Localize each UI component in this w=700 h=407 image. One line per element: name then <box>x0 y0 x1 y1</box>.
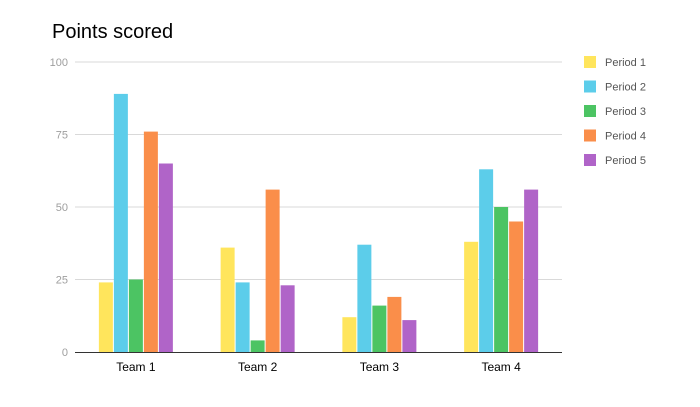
x-tick-label: Team 4 <box>481 360 521 374</box>
legend-label: Period 3 <box>605 106 646 118</box>
x-tick-label: Team 2 <box>238 360 278 374</box>
bar <box>98 282 113 352</box>
bar <box>402 320 417 352</box>
x-tick-label: Team 3 <box>360 360 400 374</box>
legend-swatch <box>584 56 596 68</box>
bar <box>387 296 402 352</box>
legend-label: Period 2 <box>605 82 646 94</box>
bar <box>265 189 280 352</box>
bar <box>494 207 509 352</box>
bar <box>509 221 524 352</box>
bar <box>220 247 235 352</box>
y-tick-label: 75 <box>56 130 68 142</box>
bar <box>479 169 494 352</box>
legend-item: Period 4 <box>584 129 646 143</box>
bar <box>235 282 250 352</box>
bar <box>250 340 265 352</box>
legend-swatch <box>584 154 596 166</box>
bar <box>158 163 173 352</box>
legend-swatch <box>584 80 596 93</box>
y-tick-label: 25 <box>56 275 68 287</box>
bar <box>372 305 387 352</box>
legend-item: Period 5 <box>584 154 646 167</box>
legend: Period 1 Period 2 Period 3 Period 4 Period 5 <box>584 56 646 167</box>
legend-item: Period 2 <box>584 80 646 94</box>
x-axis-ticks: Team 1 Team 2 Team 3 Team 4 <box>116 360 521 374</box>
legend-item: Period 3 <box>584 105 646 118</box>
bar <box>280 285 295 352</box>
y-tick-label: 50 <box>56 202 68 214</box>
legend-label: Period 5 <box>605 155 646 167</box>
bars <box>98 93 539 353</box>
bar <box>464 241 479 352</box>
y-axis-ticks: 0 25 50 75 100 <box>50 57 68 359</box>
y-tick-label: 0 <box>62 347 68 359</box>
legend-swatch <box>584 105 596 117</box>
chart-title: Points scored <box>52 21 173 43</box>
bar <box>357 244 372 352</box>
legend-swatch <box>584 129 596 142</box>
bar <box>128 279 143 352</box>
bar <box>113 93 128 353</box>
bar <box>342 317 357 352</box>
legend-label: Period 4 <box>605 131 646 143</box>
legend-label: Period 1 <box>605 57 646 69</box>
y-tick-label: 100 <box>50 57 68 69</box>
bar <box>524 189 539 352</box>
legend-item: Period 1 <box>584 56 646 69</box>
bar <box>143 131 158 352</box>
x-tick-label: Team 1 <box>116 360 156 374</box>
